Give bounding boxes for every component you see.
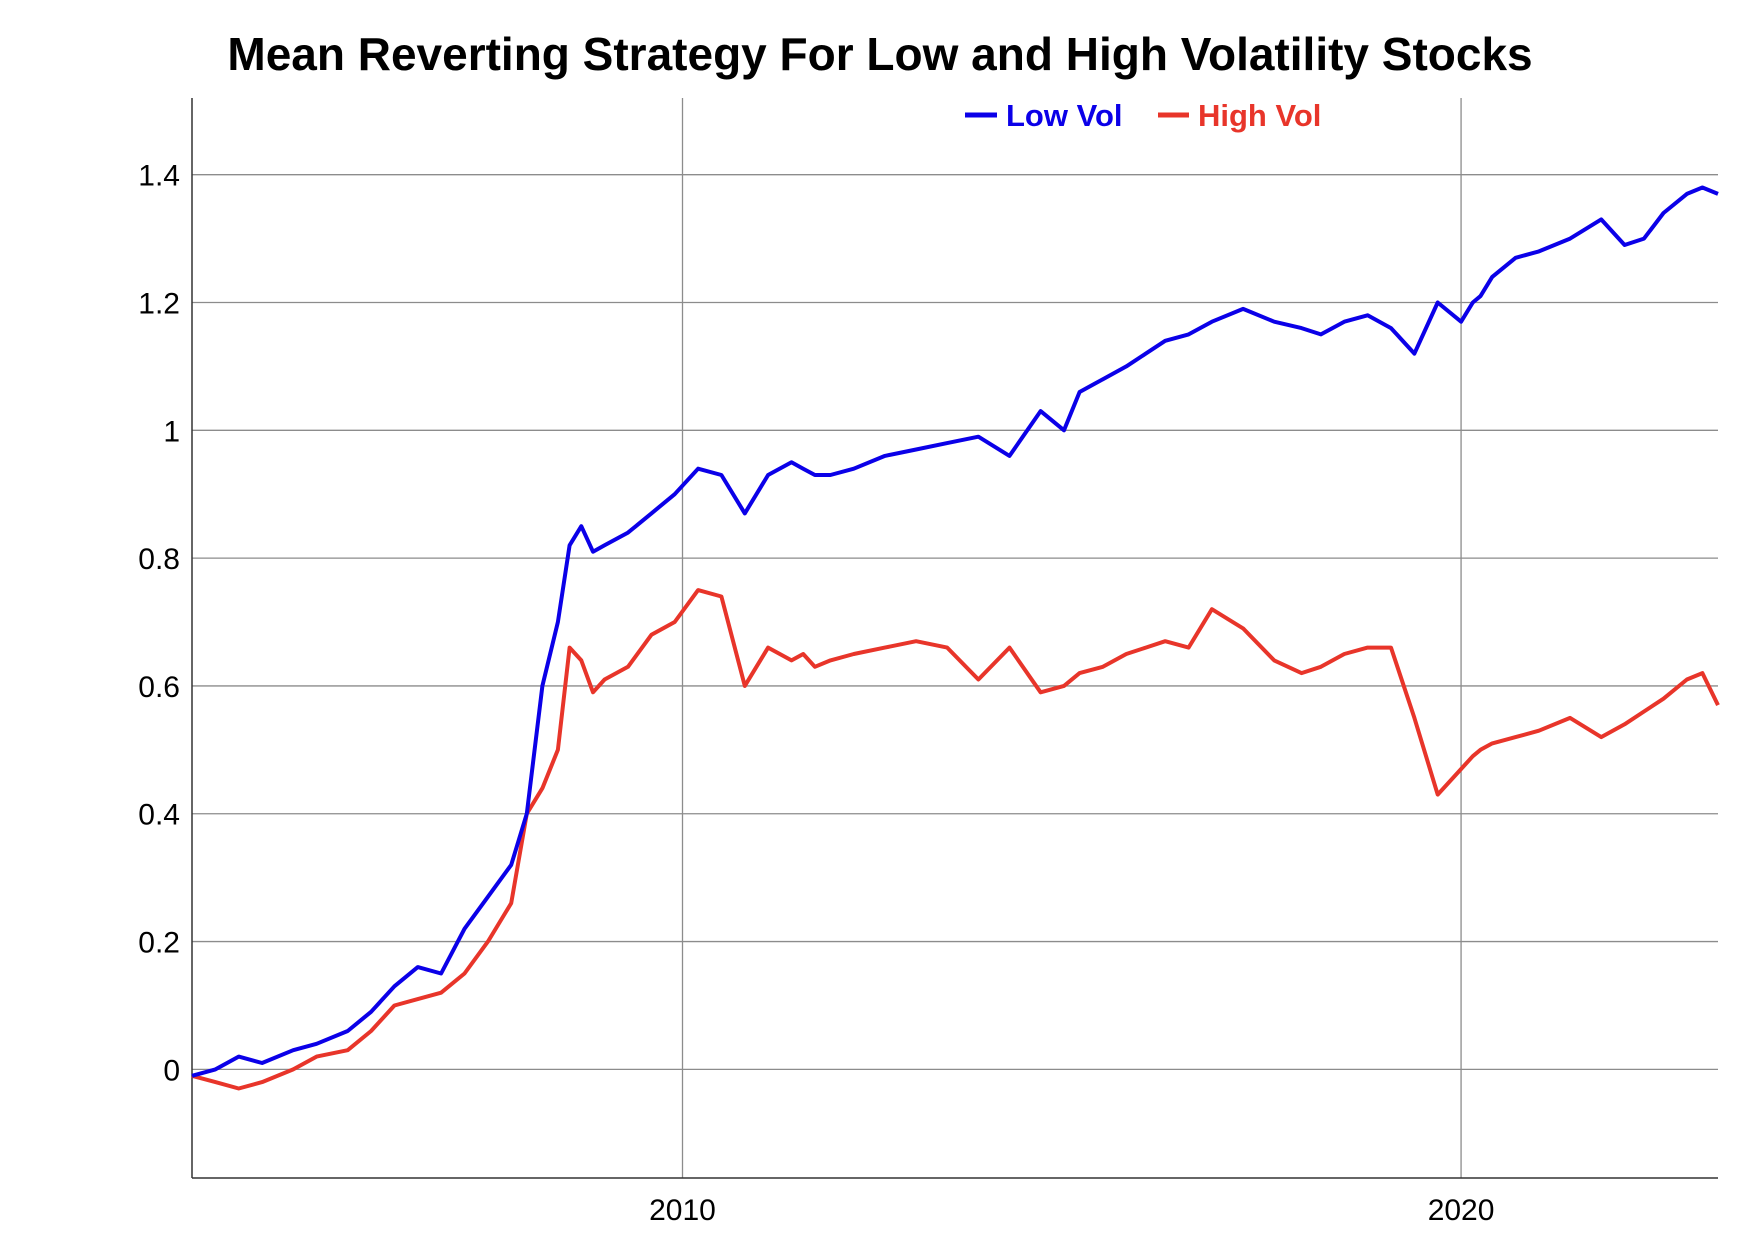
y-tick-label: 0.8	[138, 543, 180, 576]
legend: Low Vol High Vol	[965, 98, 1321, 133]
x-tick-label: 2020	[1428, 1194, 1495, 1227]
axes	[191, 98, 1718, 1179]
gridlines	[192, 98, 1718, 1178]
series-line-high-vol	[191, 588, 1720, 1091]
legend-label-low-vol: Low Vol	[1006, 98, 1123, 133]
series-lines	[191, 185, 1720, 1091]
tick-labels: 0 0.2 0.4 0.6 0.8 1 1.2 1.4 2010 2020	[138, 160, 1494, 1227]
y-tick-label: 0.4	[138, 799, 180, 832]
y-tick-label: 0.2	[138, 927, 180, 960]
legend-label-high-vol: High Vol	[1198, 98, 1321, 133]
series-line-low-vol	[191, 185, 1719, 1078]
y-tick-label: 1	[163, 415, 180, 448]
y-tick-label: 1.2	[138, 287, 180, 320]
chart-title: Mean Reverting Strategy For Low and High…	[227, 28, 1532, 80]
x-tick-label: 2010	[649, 1194, 716, 1227]
y-tick-label: 0.6	[138, 671, 180, 704]
y-tick-label: 1.4	[138, 160, 180, 193]
y-tick-label: 0	[163, 1054, 180, 1087]
